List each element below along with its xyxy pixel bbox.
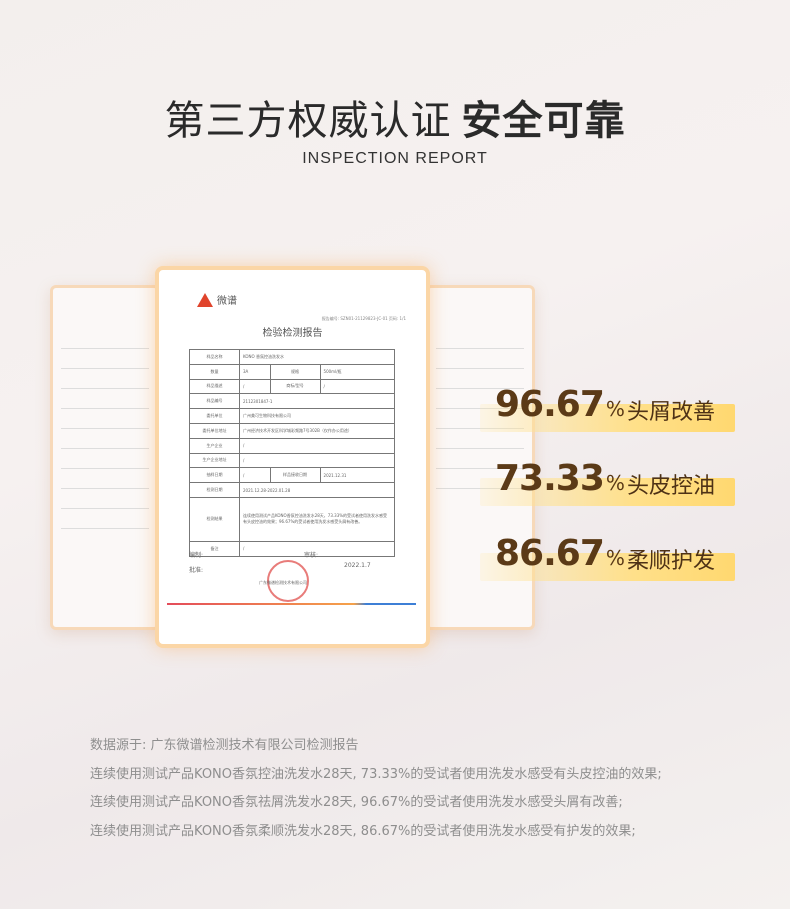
table-cell: 生产企业地址 bbox=[189, 452, 240, 469]
table-cell: 委托单位 bbox=[189, 408, 240, 424]
table-cell: 2021.12.31 bbox=[319, 467, 396, 484]
table-row: 抽样日期 / 样品接收日期 2021.12.31 bbox=[189, 467, 396, 484]
report-number: 报告编号: SZN01-21129823-JC-01 页码: 1/1 bbox=[321, 316, 406, 321]
table-cell: 数量 bbox=[189, 363, 240, 380]
report-date: 2022.1.7 bbox=[344, 562, 371, 569]
table-cell: 样品名称 bbox=[189, 349, 240, 365]
table-row: 检测日期 2021.12.28-2022.01.28 bbox=[189, 482, 395, 498]
table-row: 样品名称 KONO 香氛控油洗发水 bbox=[189, 349, 395, 365]
report-title: 检验检测报告 bbox=[262, 328, 323, 339]
data-source-notes: 数据源于: 广东微谱检测技术有限公司检测报告 连续使用测试产品KONO香氛控油洗… bbox=[90, 732, 662, 846]
table-row: 检测结果 连续使用测试产品KONO香氛控油洗发水28天，73.33%的受试者使用洗… bbox=[189, 496, 395, 542]
table-cell: 检测结果 bbox=[189, 496, 240, 542]
table-cell: / bbox=[239, 452, 395, 469]
inspection-report-card: 微谱 报告编号: SZN01-21129823-JC-01 页码: 1/1 检验… bbox=[155, 266, 430, 648]
note-line: 连续使用测试产品KONO香氛控油洗发水28天, 73.33%的受试者使用洗发水感… bbox=[90, 766, 662, 782]
stat-dandruff: 96.67% 头屑改善 bbox=[480, 378, 735, 432]
report-card-back-left bbox=[50, 285, 160, 630]
table-row: 生产企业 / bbox=[189, 437, 395, 454]
table-cell: KONO 香氛控油洗发水 bbox=[239, 349, 395, 365]
table-row: 数量 3A 规格 500ml/瓶 bbox=[189, 363, 396, 380]
note-source: 数据源于: 广东微谱检测技术有限公司检测报告 bbox=[90, 738, 359, 753]
note-line: 连续使用测试产品KONO香氛祛屑洗发水28天, 96.67%的受试者使用洗发水感… bbox=[90, 795, 623, 810]
table-cell: 连续使用测试产品KONO香氛控油洗发水28天，73.33%的受试者使用洗发水感受… bbox=[239, 496, 395, 542]
stat-oil-control: 73.33% 头皮控油 bbox=[480, 452, 735, 506]
table-cell: 样品接收日期 bbox=[269, 467, 321, 484]
table-row: 样品描述 / 商标/型号 / bbox=[189, 378, 396, 395]
table-cell: 500ml/瓶 bbox=[319, 363, 396, 380]
table-cell: / bbox=[239, 467, 271, 484]
table-cell: 3A bbox=[239, 363, 271, 380]
table-cell: / bbox=[239, 540, 395, 557]
stat-smooth: 86.67% 柔顺护发 bbox=[480, 527, 735, 581]
report-table: 样品名称 KONO 香氛控油洗发水 数量 3A 规格 500ml/瓶 样品描述 / 商标/型号 /… bbox=[189, 349, 396, 557]
table-cell: 2021.12.28-2022.01.28 bbox=[239, 482, 395, 498]
page-subtitle: INSPECTION REPORT bbox=[302, 150, 488, 167]
table-row: 生产企业地址 / bbox=[189, 452, 395, 469]
logo-icon bbox=[197, 292, 213, 307]
table-row: 备注 / bbox=[189, 540, 395, 557]
table-cell: 样品编号 bbox=[189, 393, 240, 410]
table-cell: 样品描述 bbox=[189, 378, 240, 395]
table-cell: 检测日期 bbox=[189, 482, 240, 498]
table-cell: / bbox=[319, 378, 396, 395]
company-logo: 微谱 bbox=[197, 292, 237, 307]
table-cell: / bbox=[239, 378, 271, 395]
report-company: 广东微谱检测技术有限公司 bbox=[259, 580, 307, 585]
signature-editor: 编制: bbox=[189, 552, 204, 559]
table-cell: 生产企业 bbox=[189, 437, 240, 454]
table-cell: 委托单位地址 bbox=[189, 422, 240, 439]
official-stamp bbox=[267, 560, 309, 602]
signature-approver: 批准: bbox=[189, 567, 204, 574]
table-cell: 备注 bbox=[189, 540, 240, 557]
note-line: 连续使用测试产品KONO香氛柔顺洗发水28天, 86.67%的受试者使用洗发水感… bbox=[90, 823, 636, 839]
footer-color-rule bbox=[167, 603, 416, 605]
table-row: 样品编号 2112301847-1 bbox=[189, 393, 395, 410]
table-cell: 广州经济技术开发区科学城彩频路7号302B（仅作办公用途） bbox=[239, 422, 395, 439]
page-title: 第三方权威认证 安全可靠 bbox=[164, 98, 626, 144]
table-cell: 2112301847-1 bbox=[239, 393, 395, 410]
table-row: 委托单位地址 广州经济技术开发区科学城彩频路7号302B（仅作办公用途） bbox=[189, 422, 395, 439]
table-cell: 抽样日期 bbox=[189, 467, 240, 484]
table-cell: 规格 bbox=[269, 363, 321, 380]
table-cell: 广州美可生物科技有限公司 bbox=[239, 408, 395, 424]
table-row: 委托单位 广州美可生物科技有限公司 bbox=[189, 408, 395, 424]
table-cell: / bbox=[239, 437, 395, 454]
table-cell: 商标/型号 bbox=[269, 378, 321, 395]
signature-reviewer: 审核: bbox=[304, 552, 319, 559]
